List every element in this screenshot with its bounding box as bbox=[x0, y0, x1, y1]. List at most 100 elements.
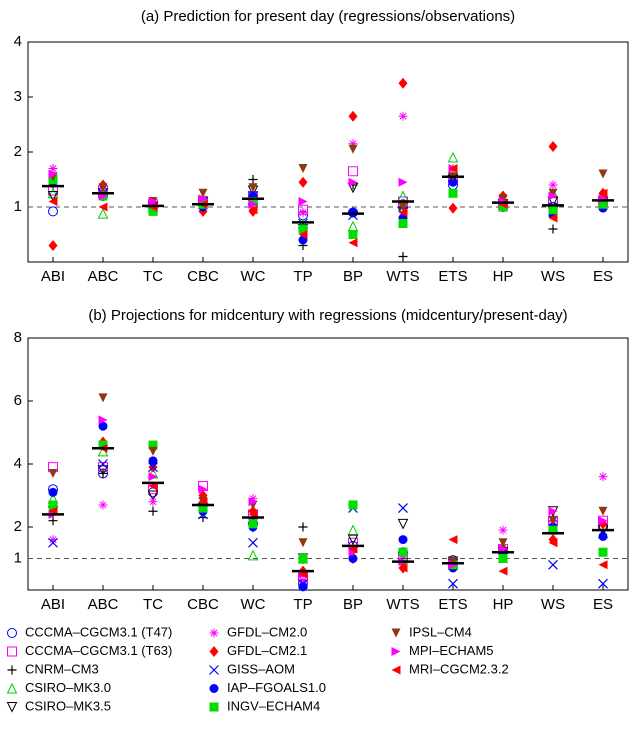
marker bbox=[98, 421, 108, 431]
y-tick-label: 2 bbox=[14, 518, 22, 535]
legend-marker bbox=[391, 665, 401, 675]
legend-marker bbox=[7, 646, 17, 657]
legend-marker bbox=[209, 665, 219, 675]
marker bbox=[98, 183, 108, 193]
marker bbox=[398, 202, 408, 212]
marker bbox=[98, 202, 108, 212]
marker bbox=[48, 468, 58, 478]
legend-label: IPSL–CM4 bbox=[409, 624, 472, 639]
marker bbox=[498, 566, 508, 576]
legend-label: GFDL–CM2.1 bbox=[227, 643, 307, 658]
marker bbox=[448, 202, 458, 214]
marker bbox=[298, 582, 308, 592]
marker bbox=[448, 164, 458, 173]
marker bbox=[48, 197, 58, 206]
marker bbox=[48, 164, 58, 173]
marker bbox=[298, 576, 308, 586]
x-tick-label: TP bbox=[293, 596, 312, 613]
marker bbox=[548, 188, 558, 198]
marker bbox=[48, 500, 58, 510]
chart-title: (b) Projections for midcentury with regr… bbox=[88, 307, 567, 324]
marker bbox=[298, 176, 308, 188]
marker bbox=[148, 497, 158, 507]
marker bbox=[448, 578, 458, 589]
marker bbox=[298, 538, 308, 548]
marker bbox=[298, 197, 308, 206]
marker bbox=[98, 459, 108, 469]
x-tick-label: WS bbox=[541, 596, 565, 613]
marker bbox=[48, 487, 58, 497]
marker bbox=[598, 547, 608, 557]
marker bbox=[48, 169, 58, 179]
marker bbox=[97, 207, 109, 219]
y-tick-label: 6 bbox=[14, 392, 22, 409]
x-tick-label: TC bbox=[143, 268, 163, 285]
x-tick-label: ES bbox=[593, 268, 613, 285]
marker bbox=[548, 538, 558, 548]
marker bbox=[148, 206, 158, 216]
marker bbox=[598, 560, 608, 570]
legend-marker bbox=[6, 702, 18, 713]
x-tick-label: ETS bbox=[438, 596, 467, 613]
marker bbox=[398, 563, 408, 573]
marker bbox=[498, 554, 508, 563]
marker bbox=[548, 516, 558, 526]
x-tick-label: ETS bbox=[438, 268, 467, 285]
marker bbox=[498, 525, 508, 535]
legend-label: INGV–ECHAM4 bbox=[227, 698, 320, 713]
plot-frame bbox=[27, 41, 629, 263]
marker bbox=[48, 240, 58, 251]
marker bbox=[198, 503, 208, 513]
marker bbox=[248, 183, 258, 193]
marker bbox=[48, 535, 58, 545]
legend-label: CCCMA–CGCM3.1 (T63) bbox=[25, 643, 172, 658]
marker bbox=[548, 205, 558, 215]
legend-marker bbox=[209, 646, 219, 657]
marker bbox=[148, 197, 158, 206]
marker bbox=[548, 506, 558, 516]
x-tick-label: ES bbox=[593, 596, 613, 613]
marker bbox=[148, 506, 158, 516]
marker bbox=[598, 516, 608, 526]
marker bbox=[98, 440, 108, 450]
x-tick-label: BP bbox=[343, 268, 363, 285]
marker bbox=[398, 111, 408, 121]
marker bbox=[148, 472, 158, 482]
marker bbox=[147, 490, 159, 502]
x-tick-label: BP bbox=[343, 596, 363, 613]
marker bbox=[47, 191, 59, 202]
marker bbox=[598, 531, 608, 541]
y-tick-label: 4 bbox=[14, 455, 22, 472]
legend-marker bbox=[6, 682, 18, 694]
marker bbox=[198, 194, 208, 204]
legend-marker bbox=[209, 702, 219, 712]
marker bbox=[348, 500, 358, 510]
marker bbox=[348, 166, 358, 177]
marker bbox=[248, 494, 258, 504]
marker bbox=[398, 547, 408, 557]
marker bbox=[347, 524, 359, 536]
marker bbox=[598, 188, 608, 198]
x-tick-label: TC bbox=[143, 596, 163, 613]
marker bbox=[548, 180, 558, 190]
marker bbox=[448, 177, 458, 187]
legend-marker bbox=[391, 647, 401, 656]
marker bbox=[48, 537, 58, 548]
marker bbox=[398, 208, 408, 217]
marker bbox=[448, 535, 458, 545]
marker bbox=[397, 190, 409, 201]
marker bbox=[247, 549, 259, 561]
marker bbox=[298, 164, 308, 173]
y-tick-label: 2 bbox=[14, 143, 22, 160]
x-tick-label: WC bbox=[241, 596, 266, 613]
marker bbox=[198, 188, 208, 198]
x-tick-label: WS bbox=[541, 268, 565, 285]
marker bbox=[548, 191, 558, 201]
marker bbox=[398, 177, 408, 187]
x-tick-label: HP bbox=[493, 268, 514, 285]
legend-marker bbox=[391, 628, 401, 638]
marker bbox=[98, 415, 108, 425]
marker bbox=[498, 194, 508, 204]
legend-label: IAP–FGOALS1.0 bbox=[227, 680, 326, 695]
marker bbox=[348, 238, 358, 248]
